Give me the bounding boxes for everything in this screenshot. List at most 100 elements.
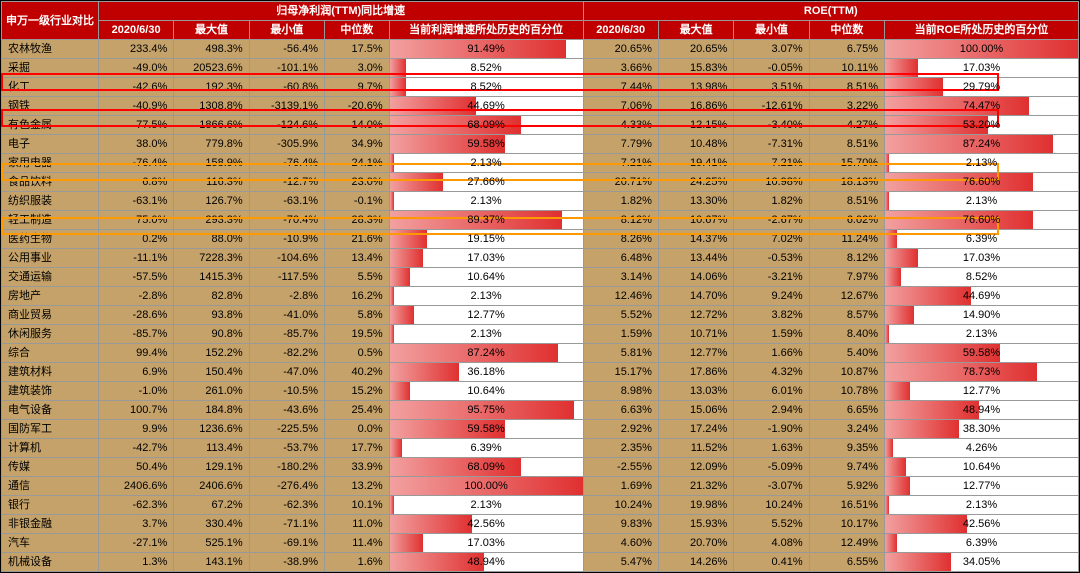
- value-cell: 3.22%: [809, 97, 884, 116]
- value-cell: -1.0%: [98, 382, 173, 401]
- row-name: 计算机: [2, 439, 99, 458]
- value-cell: -5.09%: [734, 458, 809, 477]
- value-cell: 8.51%: [809, 192, 884, 211]
- value-cell: 6.55%: [809, 553, 884, 572]
- percentile-bar-cell: 89.37%: [389, 211, 583, 230]
- value-cell: 16.51%: [809, 496, 884, 515]
- value-cell: 10.48%: [658, 135, 733, 154]
- value-cell: -38.9%: [249, 553, 324, 572]
- value-cell: 88.0%: [174, 230, 249, 249]
- value-cell: 2406.6%: [98, 477, 173, 496]
- percentile-bar-cell: 2.13%: [389, 192, 583, 211]
- value-cell: -10.9%: [249, 230, 324, 249]
- value-cell: 8.51%: [809, 135, 884, 154]
- value-cell: -117.5%: [249, 268, 324, 287]
- table-row: 综合99.4%152.2%-82.2%0.5%87.24%5.81%12.77%…: [2, 344, 1079, 363]
- value-cell: -1.90%: [734, 420, 809, 439]
- value-cell: 14.06%: [658, 268, 733, 287]
- value-cell: -12.61%: [734, 97, 809, 116]
- value-cell: 6.8%: [98, 173, 173, 192]
- value-cell: -0.05%: [734, 59, 809, 78]
- value-cell: -12.7%: [249, 173, 324, 192]
- col-header: 2020/6/30: [98, 21, 173, 40]
- value-cell: -63.1%: [249, 192, 324, 211]
- value-cell: 13.4%: [325, 249, 390, 268]
- row-name: 农林牧渔: [2, 40, 99, 59]
- value-cell: 3.7%: [98, 515, 173, 534]
- value-cell: -305.9%: [249, 135, 324, 154]
- main-table: 申万一级行业对比 归母净利润(TTM)同比增速 ROE(TTM) 2020/6/…: [1, 1, 1079, 572]
- value-cell: 6.02%: [809, 211, 884, 230]
- value-cell: 19.98%: [658, 496, 733, 515]
- value-cell: -7.31%: [734, 135, 809, 154]
- percentile-bar-cell: 8.52%: [389, 78, 583, 97]
- row-name: 非银金融: [2, 515, 99, 534]
- corner-header: 申万一级行业对比: [2, 2, 99, 40]
- value-cell: 0.5%: [325, 344, 390, 363]
- value-cell: 18.13%: [809, 173, 884, 192]
- percentile-bar-cell: 6.39%: [885, 534, 1079, 553]
- table-row: 化工-42.6%192.3%-60.8%9.7%8.52%7.44%13.98%…: [2, 78, 1079, 97]
- value-cell: 0.2%: [98, 230, 173, 249]
- value-cell: 233.4%: [98, 40, 173, 59]
- value-cell: -71.1%: [249, 515, 324, 534]
- value-cell: -225.5%: [249, 420, 324, 439]
- value-cell: 6.9%: [98, 363, 173, 382]
- table-row: 非银金融3.7%330.4%-71.1%11.0%42.56%9.83%15.9…: [2, 515, 1079, 534]
- row-name: 机械设备: [2, 553, 99, 572]
- percentile-bar-cell: 44.69%: [885, 287, 1079, 306]
- percentile-bar-cell: 6.39%: [389, 439, 583, 458]
- value-cell: 4.08%: [734, 534, 809, 553]
- col-header: 当前利润增速所处历史的百分位: [389, 21, 583, 40]
- row-name: 钢铁: [2, 97, 99, 116]
- table-overlay: 申万一级行业对比 归母净利润(TTM)同比增速 ROE(TTM) 2020/6/…: [0, 0, 1080, 573]
- row-name: 房地产: [2, 287, 99, 306]
- value-cell: 10.98%: [734, 173, 809, 192]
- value-cell: 100.7%: [98, 401, 173, 420]
- value-cell: 11.4%: [325, 534, 390, 553]
- table-row: 传媒50.4%129.1%-180.2%33.9%68.09%-2.55%12.…: [2, 458, 1079, 477]
- value-cell: 24.25%: [658, 173, 733, 192]
- value-cell: 5.81%: [583, 344, 658, 363]
- value-cell: -101.1%: [249, 59, 324, 78]
- value-cell: 12.09%: [658, 458, 733, 477]
- value-cell: 3.0%: [325, 59, 390, 78]
- col-header: 中位数: [809, 21, 884, 40]
- value-cell: 17.24%: [658, 420, 733, 439]
- percentile-bar-cell: 12.77%: [389, 306, 583, 325]
- value-cell: 13.30%: [658, 192, 733, 211]
- value-cell: -3.40%: [734, 116, 809, 135]
- value-cell: 6.48%: [583, 249, 658, 268]
- value-cell: 13.98%: [658, 78, 733, 97]
- row-name: 采掘: [2, 59, 99, 78]
- value-cell: -76.4%: [249, 154, 324, 173]
- value-cell: 28.3%: [325, 211, 390, 230]
- value-cell: -62.3%: [249, 496, 324, 515]
- value-cell: -43.6%: [249, 401, 324, 420]
- percentile-bar-cell: 17.03%: [389, 534, 583, 553]
- value-cell: 6.65%: [809, 401, 884, 420]
- value-cell: 2.35%: [583, 439, 658, 458]
- value-cell: 13.03%: [658, 382, 733, 401]
- value-cell: 16.2%: [325, 287, 390, 306]
- row-name: 医药生物: [2, 230, 99, 249]
- table-row: 通信2406.6%2406.6%-276.4%13.2%100.00%1.69%…: [2, 477, 1079, 496]
- value-cell: 1.63%: [734, 439, 809, 458]
- table-row: 电气设备100.7%184.8%-43.6%25.4%95.75%6.63%15…: [2, 401, 1079, 420]
- table-row: 国防军工9.9%1236.6%-225.5%0.0%59.58%2.92%17.…: [2, 420, 1079, 439]
- table-row: 钢铁-40.9%1308.8%-3139.1%-20.6%44.69%7.06%…: [2, 97, 1079, 116]
- value-cell: -180.2%: [249, 458, 324, 477]
- value-cell: -3.07%: [734, 477, 809, 496]
- value-cell: 19.5%: [325, 325, 390, 344]
- value-cell: 6.63%: [583, 401, 658, 420]
- col-header: 当前ROE所处历史的百分位: [885, 21, 1079, 40]
- value-cell: 498.3%: [174, 40, 249, 59]
- value-cell: -60.8%: [249, 78, 324, 97]
- row-name: 综合: [2, 344, 99, 363]
- value-cell: 1866.6%: [174, 116, 249, 135]
- value-cell: 12.67%: [809, 287, 884, 306]
- value-cell: 1.69%: [583, 477, 658, 496]
- value-cell: 4.27%: [809, 116, 884, 135]
- value-cell: -62.3%: [98, 496, 173, 515]
- value-cell: 3.24%: [809, 420, 884, 439]
